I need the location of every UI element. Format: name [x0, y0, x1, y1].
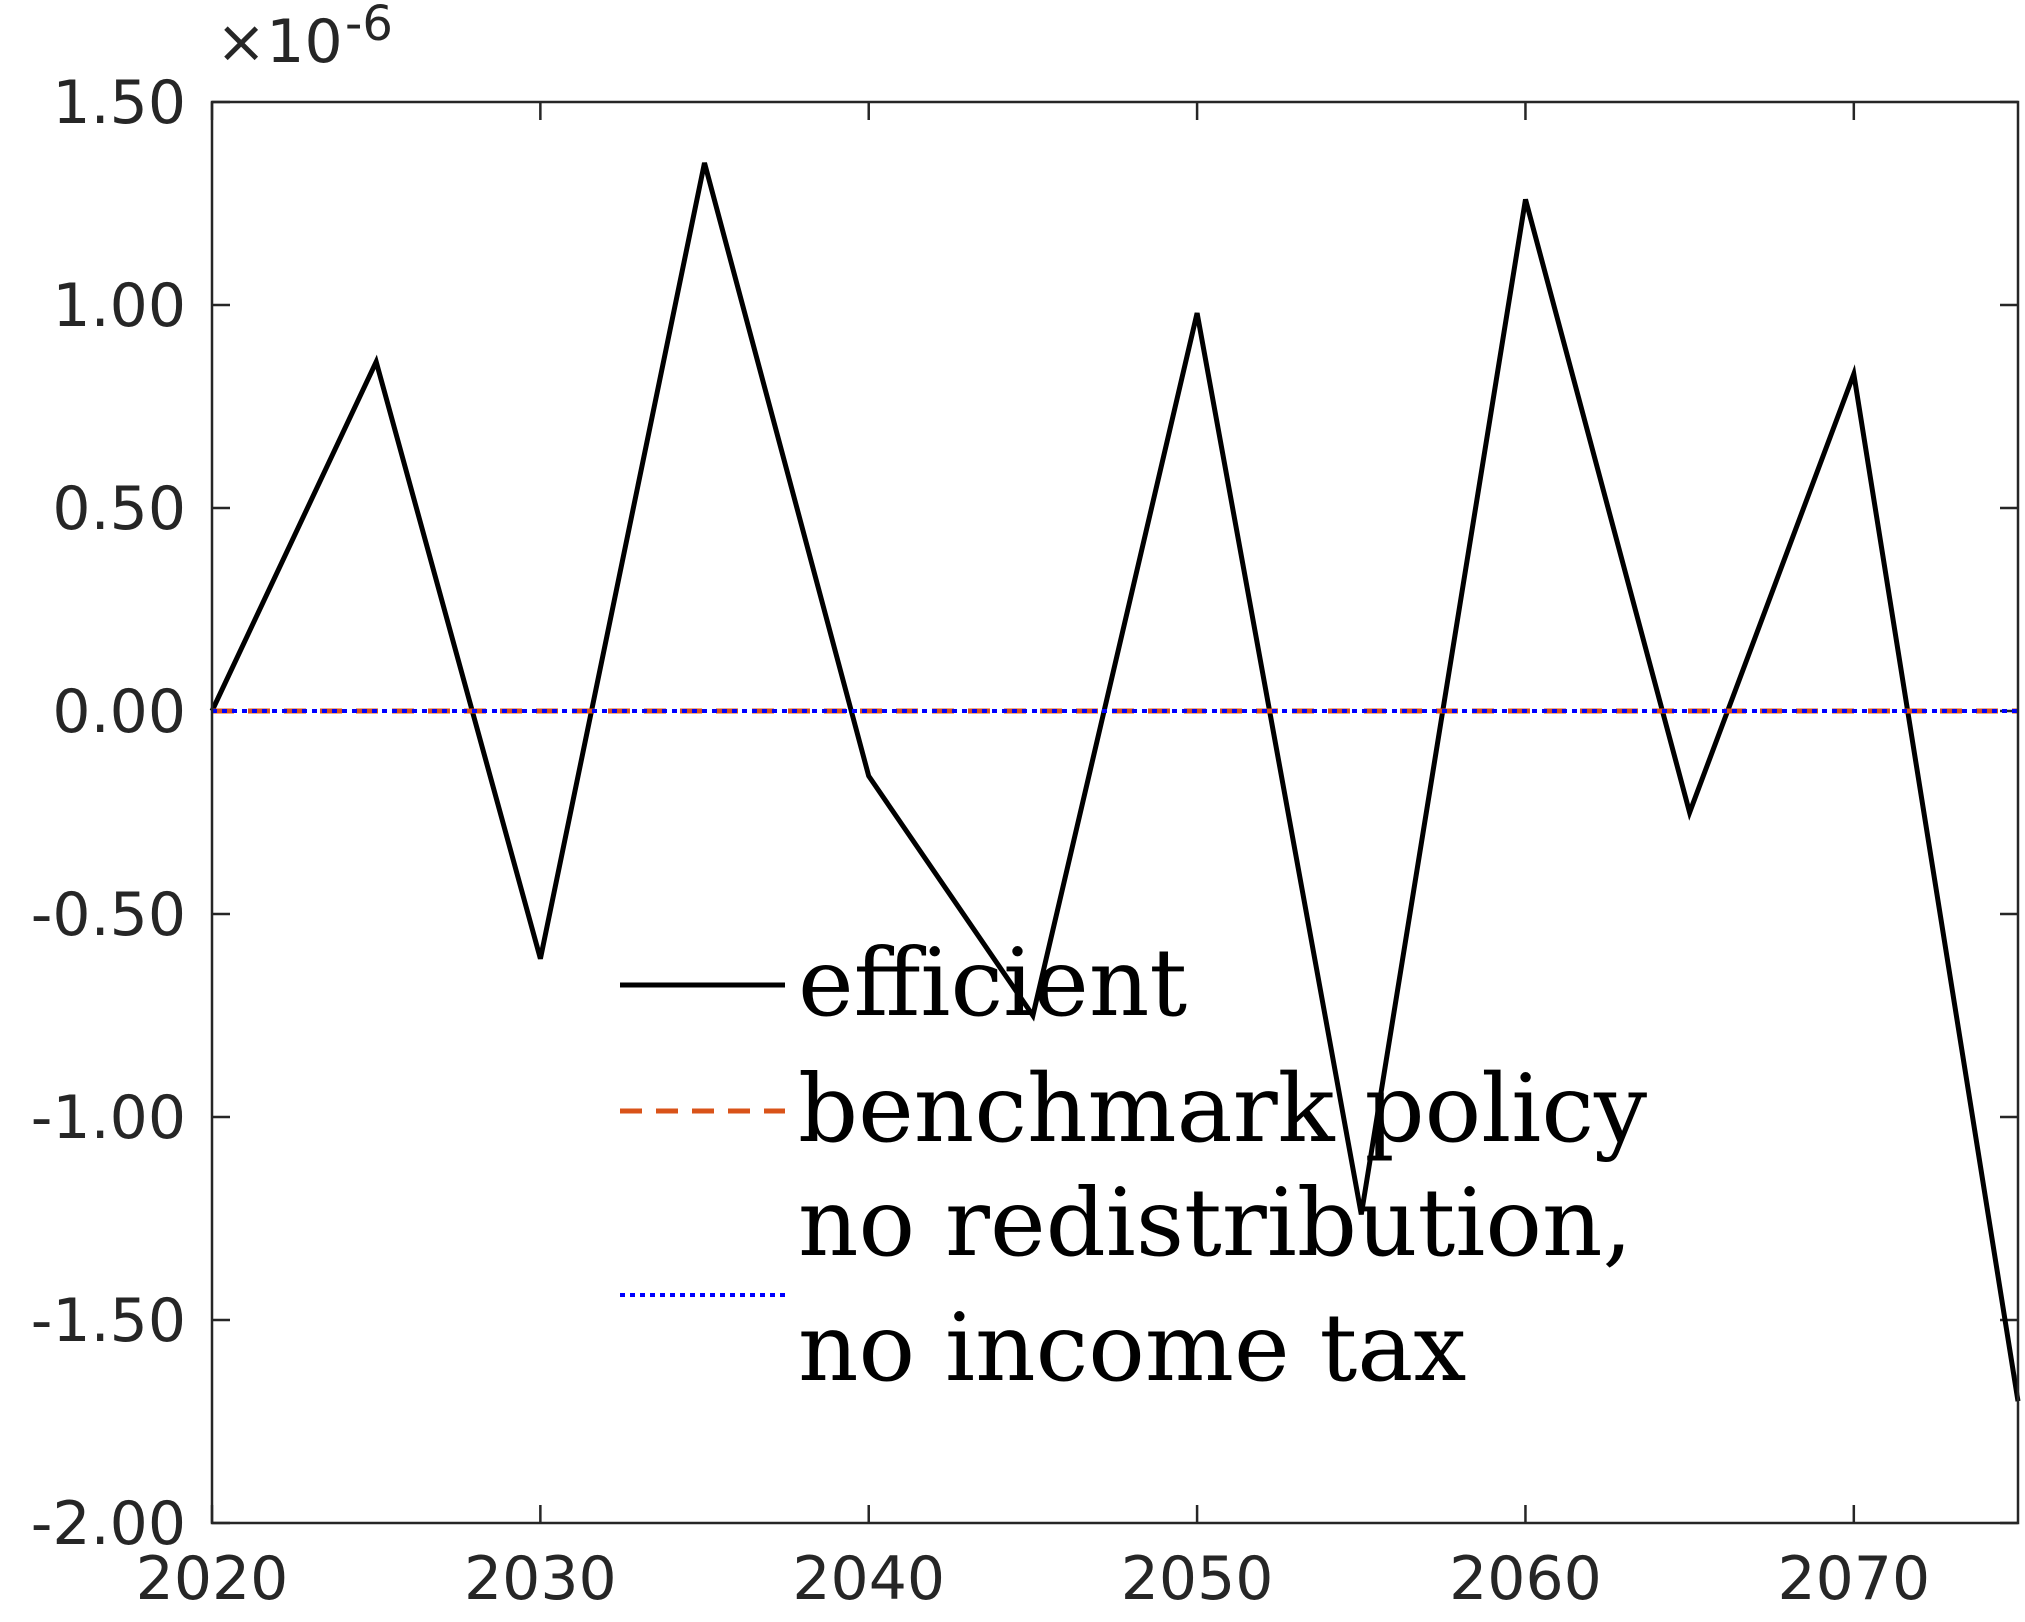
- plot-frame-rect: [210, 100, 2020, 1525]
- legend-label-2: no redistribution,: [798, 1169, 1632, 1278]
- y-tick-label: 0.00: [52, 677, 186, 747]
- plot-series: [209, 162, 2021, 1402]
- legend-label-2: no income tax: [798, 1294, 1466, 1403]
- y-tick-label: -0.50: [31, 880, 186, 950]
- y-tick-label: -1.00: [31, 1083, 186, 1153]
- legend-label-1: benchmark policy: [798, 1055, 1647, 1164]
- x-tick-label: 2030: [464, 1544, 617, 1614]
- plot-frame: [210, 100, 2020, 1525]
- y-tick-label: 1.00: [52, 271, 186, 341]
- legend-label-0: efficient: [798, 929, 1187, 1038]
- y-tick-label: 0.50: [52, 474, 186, 544]
- y-tick-label: -1.50: [31, 1286, 186, 1356]
- x-tick-label: 2040: [792, 1544, 945, 1614]
- x-tick-label: 2070: [1777, 1544, 1930, 1614]
- axes: 1.50 1.00 0.50 0.00 -0.50 -1.00 -1.50 -2.002020…: [31, 68, 2018, 1614]
- y-tick-label: 1.50: [52, 68, 186, 138]
- y-exponent-base: ×10: [216, 7, 343, 77]
- y-tick-label: -2.00: [31, 1489, 186, 1559]
- y-exponent-label: ×10 -6: [216, 0, 393, 77]
- x-tick-label: 2050: [1121, 1544, 1274, 1614]
- x-tick-label: 2020: [136, 1544, 289, 1614]
- x-tick-label: 2060: [1449, 1544, 1602, 1614]
- y-exponent-power: -6: [345, 0, 393, 52]
- series-line-0: [209, 162, 2021, 1402]
